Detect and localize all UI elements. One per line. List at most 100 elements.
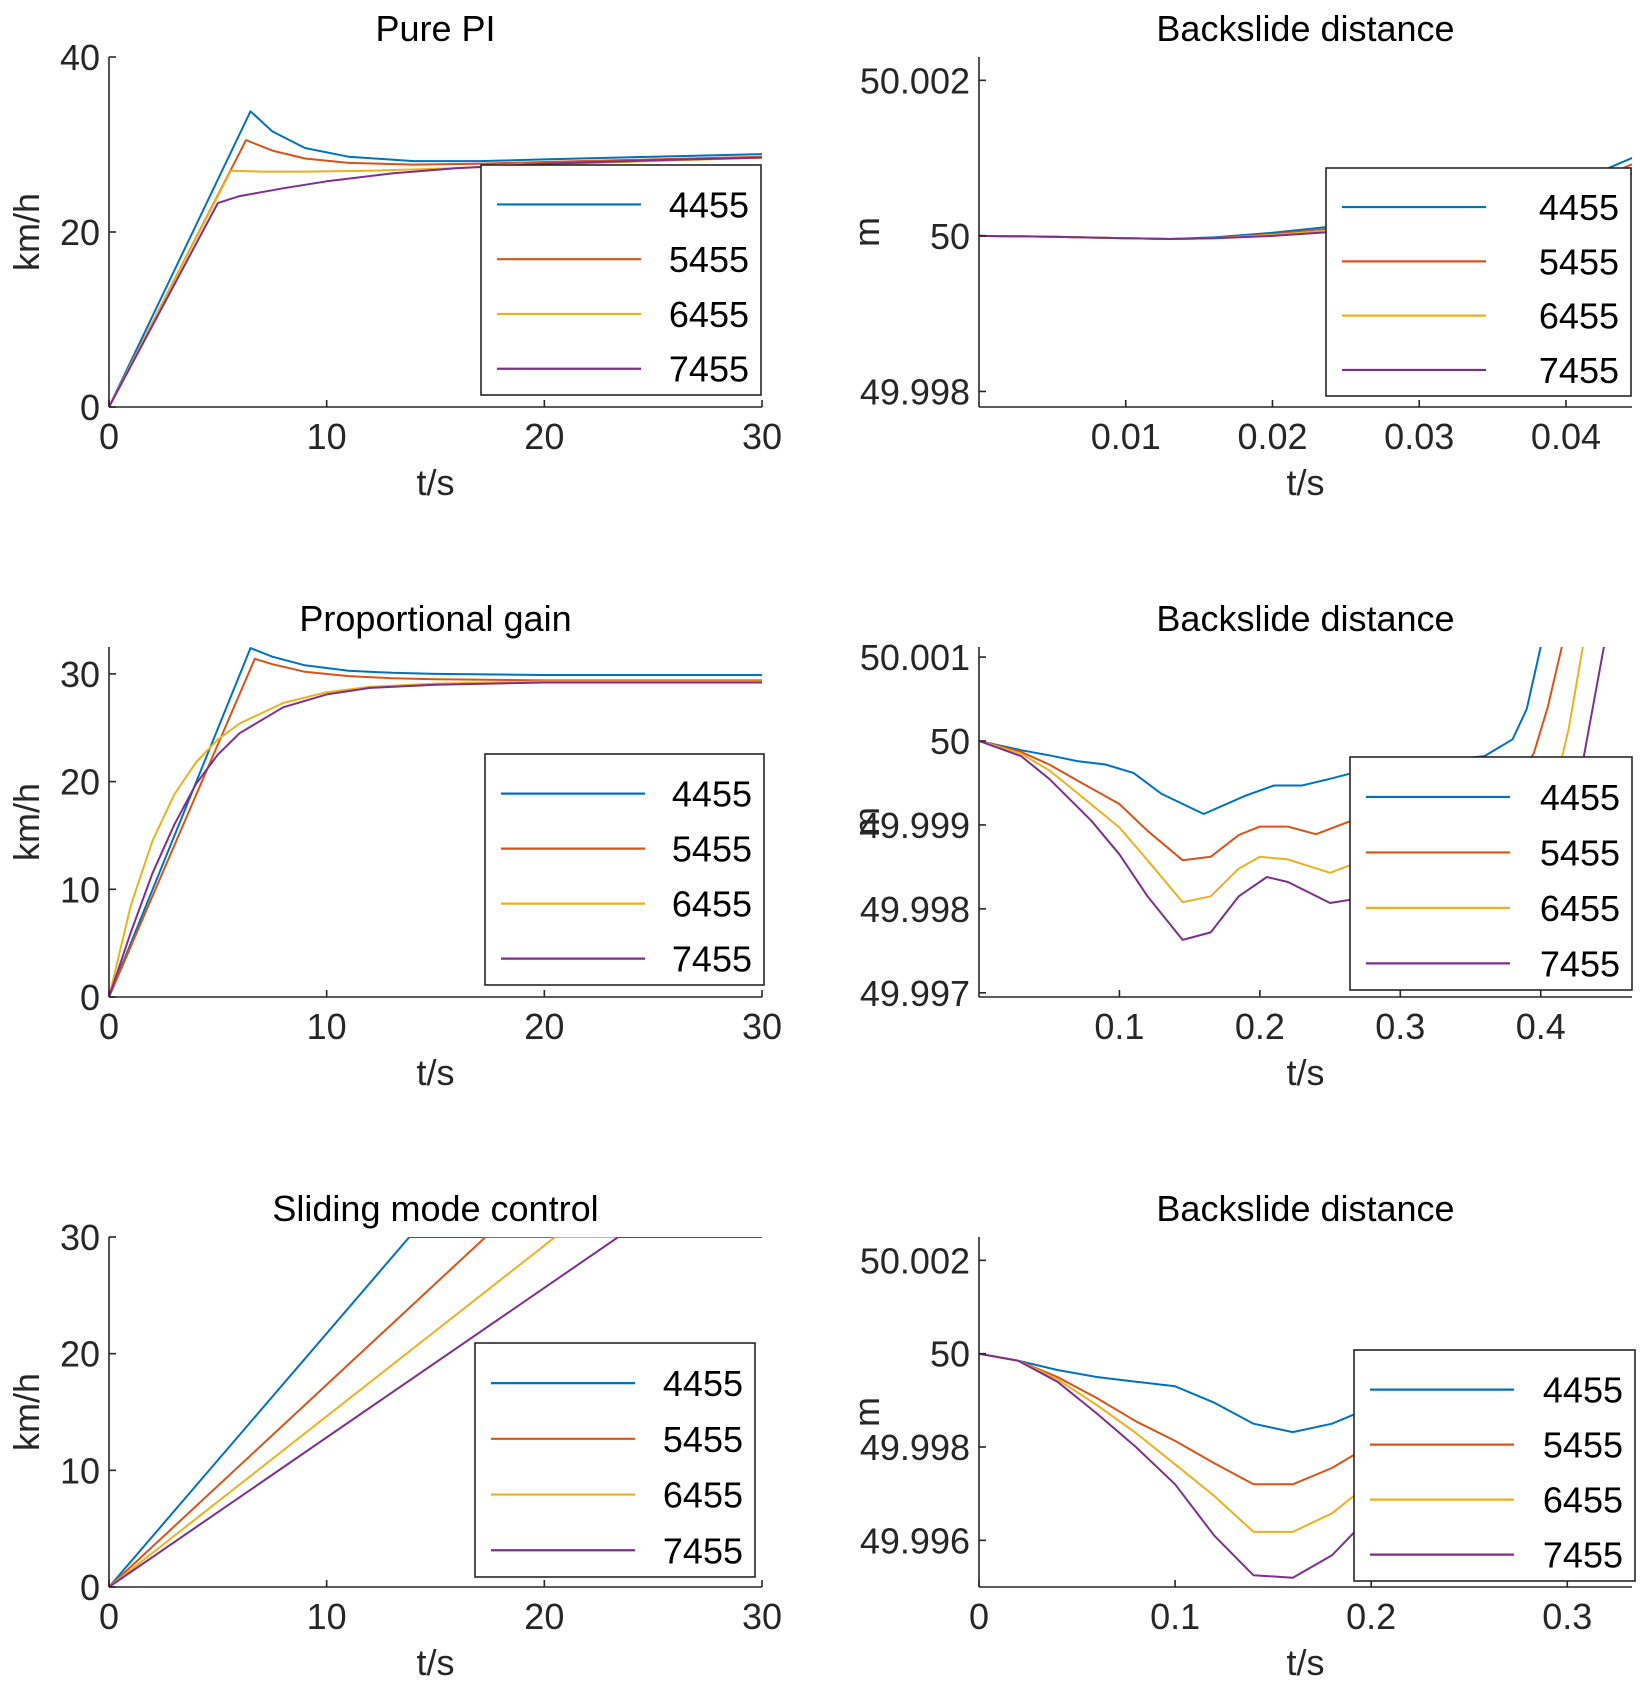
series-line-6455 bbox=[979, 1352, 1373, 1533]
legend-label: 5455 bbox=[1543, 1425, 1623, 1466]
y-tick-label: 50 bbox=[930, 721, 970, 762]
legend-label: 6455 bbox=[1540, 888, 1620, 929]
x-tick-label: 0.03 bbox=[1384, 416, 1454, 457]
legend: 4455 5455 6455 7455 bbox=[1325, 167, 1632, 397]
series-line-5455 bbox=[109, 657, 762, 997]
series-line-4455 bbox=[979, 647, 1542, 815]
plot-area bbox=[979, 1352, 1373, 1579]
series-line-7455 bbox=[109, 156, 762, 407]
y-axis-label: m bbox=[846, 1397, 887, 1427]
y-tick-label: 49.997 bbox=[860, 973, 970, 1014]
subplot-4: 0.1 0.2 0.3 0.4 49.997 49.998 49.999 50 50.001 Ba… bbox=[846, 598, 1633, 1093]
legend-label: 5455 bbox=[672, 829, 752, 870]
subplot-1: 0 10 20 30 0 20 40 Pure PI t/s km/h 4455 5455 6455 74… bbox=[6, 8, 782, 503]
x-tick-label: 20 bbox=[524, 1006, 564, 1047]
legend-label: 4455 bbox=[1540, 777, 1620, 818]
legend: 4455 5455 6455 7455 bbox=[474, 1342, 756, 1578]
x-tick-label: 10 bbox=[307, 1006, 347, 1047]
x-tick-label: 10 bbox=[307, 1596, 347, 1637]
series-line-4455 bbox=[109, 647, 762, 997]
legend-label: 7455 bbox=[669, 349, 749, 390]
x-tick-label: 10 bbox=[307, 416, 347, 457]
legend-label: 7455 bbox=[663, 1530, 743, 1571]
y-axis-label: km/h bbox=[6, 1373, 47, 1451]
x-tick-label: 20 bbox=[524, 1596, 564, 1637]
x-tick-label: 30 bbox=[742, 1006, 782, 1047]
subplot-title: Backslide distance bbox=[1156, 598, 1454, 639]
y-tick-label: 0 bbox=[80, 977, 100, 1018]
y-tick-label: 20 bbox=[60, 212, 100, 253]
legend: 4455 5455 6455 7455 bbox=[1353, 1349, 1636, 1582]
legend-label: 4455 bbox=[663, 1363, 743, 1404]
y-tick-label: 20 bbox=[60, 762, 100, 803]
plot-area bbox=[109, 647, 762, 997]
legend-label: 7455 bbox=[672, 939, 752, 980]
series-line-6455 bbox=[109, 1237, 762, 1587]
y-tick-label: 49.998 bbox=[860, 1427, 970, 1468]
subplot-6: 0 0.1 0.2 0.3 49.996 49.998 50 50.002 Backslide … bbox=[846, 1188, 1636, 1683]
legend-label: 5455 bbox=[663, 1419, 743, 1460]
x-axis-label: t/s bbox=[1286, 462, 1324, 503]
y-tick-label: 0 bbox=[80, 387, 100, 428]
y-tick-label: 49.998 bbox=[860, 889, 970, 930]
y-tick-label: 50.002 bbox=[860, 1240, 970, 1281]
x-axis-label: t/s bbox=[1286, 1052, 1324, 1093]
series-line-5455 bbox=[109, 1237, 762, 1587]
legend-label: 5455 bbox=[669, 239, 749, 280]
y-tick-label: 20 bbox=[60, 1334, 100, 1375]
legend-label: 4455 bbox=[1543, 1370, 1623, 1411]
y-axis-label: m bbox=[846, 217, 887, 247]
legend: 4455 5455 6455 7455 bbox=[1349, 756, 1633, 991]
y-tick-label: 50 bbox=[930, 1334, 970, 1375]
y-tick-label: 49.998 bbox=[860, 371, 970, 412]
x-tick-label: 0 bbox=[969, 1596, 989, 1637]
x-tick-label: 0.1 bbox=[1150, 1596, 1200, 1637]
legend-label: 6455 bbox=[672, 884, 752, 925]
x-axis-label: t/s bbox=[416, 1052, 454, 1093]
y-tick-label: 50.002 bbox=[860, 60, 970, 101]
y-tick-label: 40 bbox=[60, 37, 100, 78]
legend-label: 5455 bbox=[1540, 832, 1620, 873]
series-line-4455 bbox=[109, 1237, 762, 1587]
subplot-title: Backslide distance bbox=[1156, 8, 1454, 49]
legend: 4455 5455 6455 7455 bbox=[484, 753, 765, 986]
series-line-5455 bbox=[109, 139, 762, 407]
plot-area bbox=[109, 110, 762, 407]
y-tick-label: 49.999 bbox=[860, 805, 970, 846]
x-axis-label: t/s bbox=[1286, 1642, 1324, 1683]
y-axis-label: km/h bbox=[6, 783, 47, 861]
x-tick-label: 0.3 bbox=[1542, 1596, 1592, 1637]
y-tick-label: 30 bbox=[60, 1217, 100, 1258]
series-line-6455 bbox=[109, 680, 762, 997]
x-tick-label: 0.4 bbox=[1516, 1006, 1566, 1047]
legend-box bbox=[1349, 756, 1633, 991]
series-line-5455 bbox=[979, 1352, 1373, 1486]
x-tick-label: 0.2 bbox=[1235, 1006, 1285, 1047]
legend-label: 6455 bbox=[1543, 1480, 1623, 1521]
x-tick-label: 0 bbox=[99, 1596, 119, 1637]
x-tick-label: 20 bbox=[524, 416, 564, 457]
y-tick-label: 30 bbox=[60, 654, 100, 695]
x-tick-label: 30 bbox=[742, 416, 782, 457]
y-tick-label: 50.001 bbox=[860, 637, 970, 678]
legend-box bbox=[474, 1342, 756, 1578]
x-tick-label: 0.04 bbox=[1531, 416, 1601, 457]
subplot-title: Sliding mode control bbox=[272, 1188, 598, 1229]
legend-label: 7455 bbox=[1539, 350, 1619, 391]
legend-label: 6455 bbox=[663, 1475, 743, 1516]
legend-label: 6455 bbox=[669, 294, 749, 335]
series-line-7455 bbox=[979, 1352, 1373, 1579]
subplot-2: 0.01 0.02 0.03 0.04 49.998 50 50.002 Backslide … bbox=[846, 8, 1632, 503]
y-tick-label: 10 bbox=[60, 1450, 100, 1491]
x-tick-label: 0.02 bbox=[1237, 416, 1307, 457]
x-tick-label: 0.2 bbox=[1346, 1596, 1396, 1637]
y-axis-label: km/h bbox=[6, 193, 47, 271]
series-line-4455 bbox=[979, 1352, 1373, 1434]
series-line-7455 bbox=[109, 1237, 762, 1587]
legend-label: 4455 bbox=[1539, 187, 1619, 228]
y-tick-label: 10 bbox=[60, 869, 100, 910]
x-tick-label: 0 bbox=[99, 1006, 119, 1047]
legend: 4455 5455 6455 7455 bbox=[480, 164, 762, 396]
y-tick-label: 0 bbox=[80, 1567, 100, 1608]
